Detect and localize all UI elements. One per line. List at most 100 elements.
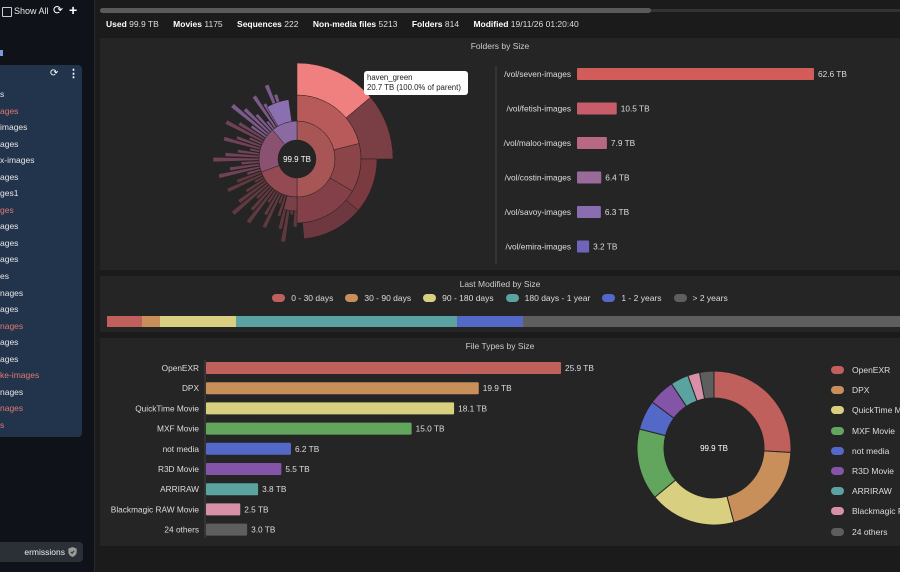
folder-bar[interactable] bbox=[577, 171, 602, 184]
sunburst-segment[interactable] bbox=[222, 136, 262, 151]
modified-bar-segment[interactable] bbox=[107, 316, 142, 327]
permissions-button[interactable]: ermissions bbox=[0, 542, 83, 562]
sunburst-segment[interactable] bbox=[240, 160, 260, 166]
sunburst-segment[interactable] bbox=[224, 119, 265, 143]
scrollbar-thumb[interactable] bbox=[100, 8, 651, 13]
sunburst-segment[interactable] bbox=[277, 193, 285, 205]
sunburst-segment[interactable] bbox=[229, 163, 260, 172]
type-bar[interactable] bbox=[206, 382, 479, 395]
sunburst-segment[interactable] bbox=[254, 113, 273, 133]
modified-bar-segment[interactable] bbox=[456, 316, 524, 327]
sunburst-segment[interactable] bbox=[226, 173, 264, 193]
volume-list-item[interactable]: x-images bbox=[0, 152, 82, 169]
volume-list-item[interactable]: ages bbox=[0, 251, 82, 268]
sunburst-segment[interactable] bbox=[212, 156, 260, 163]
sunburst-segment[interactable] bbox=[235, 135, 262, 148]
legend-item[interactable]: 180 days - 1 year bbox=[505, 293, 590, 303]
volume-list-item[interactable]: s bbox=[0, 86, 82, 103]
volume-list-item[interactable]: ages bbox=[0, 169, 82, 186]
type-bar[interactable] bbox=[206, 463, 282, 475]
sunburst-segment[interactable] bbox=[302, 199, 359, 239]
volume-list-item[interactable]: ages bbox=[0, 301, 82, 318]
sunburst-segment[interactable] bbox=[231, 182, 270, 216]
modified-bar-segment[interactable] bbox=[141, 316, 161, 327]
type-bar[interactable] bbox=[206, 523, 248, 536]
sunburst-segment[interactable] bbox=[248, 136, 263, 146]
sunburst-segment[interactable] bbox=[224, 152, 260, 158]
sunburst-segment[interactable] bbox=[218, 165, 261, 179]
sunburst-segment[interactable] bbox=[246, 188, 276, 225]
folder-bar[interactable] bbox=[577, 206, 601, 218]
sunburst-segment[interactable] bbox=[261, 192, 282, 229]
legend-item[interactable]: 1 - 2 years bbox=[602, 293, 662, 303]
sunburst-segment[interactable] bbox=[246, 168, 262, 176]
donut-slice[interactable] bbox=[713, 370, 792, 453]
sunburst-segment[interactable] bbox=[250, 124, 268, 139]
folder-bar[interactable] bbox=[577, 137, 607, 149]
sunburst-segment[interactable] bbox=[237, 149, 260, 156]
folder-bar[interactable] bbox=[577, 240, 590, 253]
sunburst-segment[interactable] bbox=[236, 170, 263, 184]
show-all-checkbox[interactable] bbox=[2, 7, 12, 17]
volume-list-item[interactable]: ke-images bbox=[0, 367, 82, 384]
donut-legend-item[interactable]: Blackmagic R bbox=[831, 501, 900, 521]
sunburst-segment[interactable] bbox=[251, 94, 277, 129]
sunburst-segment[interactable] bbox=[265, 120, 275, 131]
type-bar[interactable] bbox=[206, 402, 455, 415]
folder-bar[interactable] bbox=[577, 68, 814, 80]
type-bar[interactable] bbox=[206, 442, 291, 455]
plus-icon[interactable]: + bbox=[69, 2, 78, 18]
legend-item[interactable]: 30 - 90 days bbox=[345, 293, 411, 303]
volume-list-item[interactable]: nages bbox=[0, 384, 82, 401]
sunburst-segment[interactable] bbox=[249, 147, 261, 153]
sunburst-segment[interactable] bbox=[237, 180, 268, 204]
donut-legend-item[interactable]: not media bbox=[831, 441, 900, 461]
donut-legend-item[interactable]: 24 others bbox=[831, 522, 900, 542]
volume-list-item[interactable]: nages bbox=[0, 285, 82, 302]
modified-bar-segment[interactable] bbox=[236, 316, 457, 327]
volume-list-item[interactable]: nages bbox=[0, 318, 82, 335]
donut-legend-item[interactable]: MXF Movie bbox=[831, 421, 900, 441]
sunburst-segment[interactable] bbox=[283, 195, 298, 212]
folder-bar[interactable] bbox=[577, 102, 617, 115]
volume-list-item[interactable]: ages bbox=[0, 334, 82, 351]
sunburst-segment[interactable] bbox=[237, 121, 266, 141]
legend-item[interactable]: 90 - 180 days bbox=[423, 293, 494, 303]
sunburst-segment[interactable] bbox=[243, 107, 271, 134]
sunburst-chart[interactable] bbox=[212, 62, 394, 243]
volume-list-item[interactable]: ages bbox=[0, 235, 82, 252]
volume-list-item[interactable]: ages bbox=[0, 136, 82, 153]
sunburst-segment[interactable] bbox=[255, 184, 271, 200]
sunburst-segment[interactable] bbox=[250, 186, 273, 212]
volume-list-item[interactable]: ages bbox=[0, 218, 82, 235]
donut-chart[interactable] bbox=[636, 370, 792, 526]
sunburst-segment[interactable] bbox=[266, 99, 292, 127]
volume-list-item[interactable]: ges1 bbox=[0, 185, 82, 202]
volume-list-item[interactable]: ges bbox=[0, 202, 82, 219]
volume-list-item[interactable]: s bbox=[0, 417, 82, 434]
legend-item[interactable]: > 2 years bbox=[673, 293, 728, 303]
donut-legend-item[interactable]: DPX bbox=[831, 380, 900, 400]
kebab-menu-icon[interactable]: ⋮ bbox=[68, 68, 79, 80]
donut-legend-item[interactable]: QuickTime M bbox=[831, 400, 900, 420]
type-bar[interactable] bbox=[206, 362, 561, 374]
sunburst-segment[interactable] bbox=[230, 103, 269, 136]
donut-slice[interactable] bbox=[726, 450, 792, 524]
type-bar[interactable] bbox=[206, 483, 259, 496]
donut-legend-item[interactable]: R3D Movie bbox=[831, 461, 900, 481]
volume-list-item[interactable]: nages bbox=[0, 400, 82, 417]
sunburst-segment[interactable] bbox=[266, 189, 278, 204]
show-all-label[interactable]: Show All bbox=[14, 6, 49, 16]
refresh-icon[interactable]: ⟳ bbox=[50, 68, 59, 79]
donut-legend-item[interactable]: OpenEXR bbox=[831, 360, 900, 380]
donut-slice[interactable] bbox=[698, 370, 715, 400]
refresh-icon[interactable]: ⟳ bbox=[53, 3, 64, 17]
sunburst-segment[interactable] bbox=[276, 194, 287, 217]
volume-list-item[interactable]: ages bbox=[0, 351, 82, 368]
sunburst-segment[interactable] bbox=[345, 96, 394, 160]
modified-bar-segment[interactable] bbox=[523, 316, 900, 327]
sunburst-segment[interactable] bbox=[253, 175, 265, 184]
modified-bar-segment[interactable] bbox=[160, 316, 237, 327]
sunburst-segment[interactable] bbox=[245, 178, 266, 193]
type-bar[interactable] bbox=[206, 503, 241, 516]
